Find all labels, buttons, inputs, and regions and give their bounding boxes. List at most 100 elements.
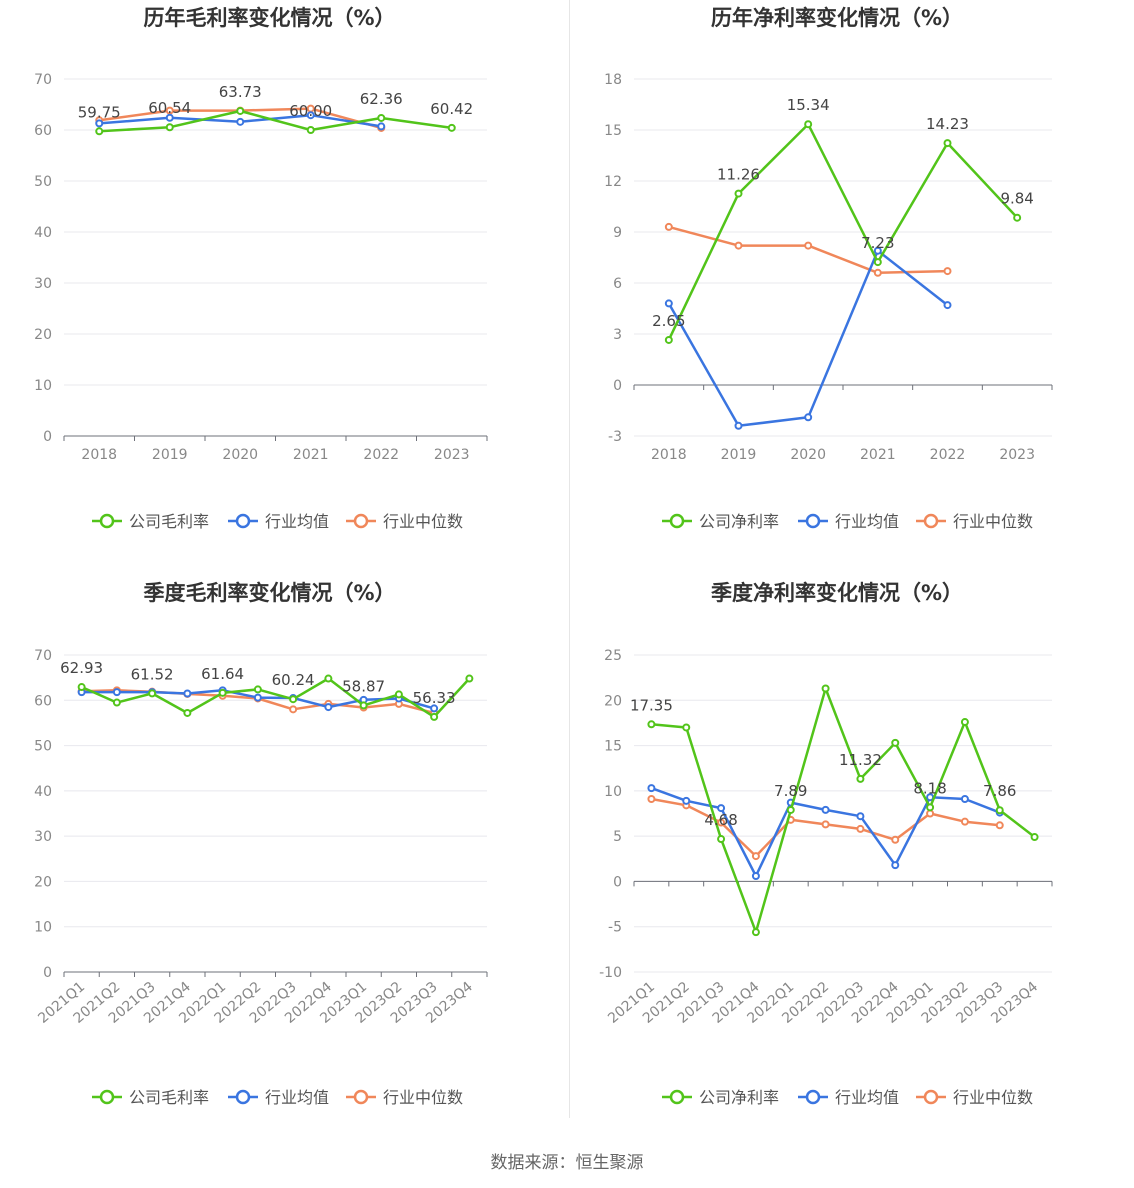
data-point (960, 718, 969, 727)
data-point (751, 852, 760, 861)
y-tick-label: 30 (34, 829, 52, 845)
data-label: 61.52 (131, 665, 174, 683)
legend-label: 行业中位数 (953, 512, 1033, 531)
data-point (183, 708, 192, 717)
y-tick-label: 0 (613, 378, 622, 394)
data-point (324, 703, 333, 712)
data-point (873, 246, 882, 255)
data-label: 7.89 (774, 782, 807, 800)
data-point (306, 126, 315, 134)
data-point (926, 803, 935, 812)
y-tick-label: 5 (613, 829, 622, 845)
data-label: 60.24 (272, 671, 315, 689)
legend-label: 行业中位数 (383, 512, 463, 531)
data-label: 7.23 (861, 234, 894, 252)
y-tick-label: 15 (604, 739, 622, 755)
data-point (717, 835, 726, 844)
data-label: 60.42 (430, 100, 473, 118)
data-point (324, 674, 333, 683)
chart-title: 历年毛利率变化情况（%） (143, 6, 395, 30)
data-point (786, 805, 795, 814)
data-point (804, 413, 813, 422)
data-point (430, 712, 439, 721)
y-tick-label: 50 (34, 739, 52, 755)
y-tick-label: 10 (604, 784, 622, 800)
data-point (856, 774, 865, 783)
x-tick-label: 2020 (222, 447, 258, 463)
data-point (165, 123, 174, 132)
x-tick-label: 2018 (81, 447, 117, 463)
legend-item: 公司净利率 (662, 512, 779, 531)
y-tick-label: -10 (599, 965, 622, 981)
legend-item: 行业均值 (798, 1088, 899, 1107)
data-point (377, 113, 386, 122)
x-tick-label: 2022 (363, 447, 399, 463)
data-label: 56.33 (413, 689, 456, 707)
data-point (112, 688, 121, 697)
data-point (891, 738, 900, 747)
legend-item: 公司毛利率 (92, 512, 209, 531)
data-label: 61.64 (201, 665, 244, 683)
data-point (734, 421, 743, 430)
y-tick-label: 9 (613, 225, 622, 241)
data-point (95, 119, 104, 128)
data-point (1013, 213, 1022, 222)
data-point (943, 301, 952, 310)
data-point (804, 241, 813, 250)
data-point (804, 120, 813, 129)
data-point (926, 809, 935, 818)
data-point (447, 123, 456, 132)
series-line (667, 122, 1019, 341)
legend-item: 行业均值 (228, 1088, 329, 1107)
legend-item: 行业均值 (798, 512, 899, 531)
data-point (873, 258, 882, 267)
x-tick-label: 2020 (790, 447, 826, 463)
data-point (664, 335, 673, 344)
legend-item: 行业中位数 (916, 512, 1033, 531)
legend-item: 行业中位数 (346, 1088, 463, 1107)
legend-label: 公司净利率 (699, 512, 779, 531)
y-tick-label: 10 (34, 920, 52, 936)
legend-label: 行业中位数 (953, 1088, 1033, 1107)
annual-gross-margin-chart: 历年毛利率变化情况（%） 0 10 20 30 40 50 60 70 2018 2019 2020 2… (34, 6, 488, 531)
data-point (734, 241, 743, 250)
data-point (856, 812, 865, 821)
series-line (651, 687, 1036, 934)
y-tick-label: 60 (34, 123, 52, 139)
y-tick-label: 15 (604, 123, 622, 139)
data-point (112, 698, 121, 707)
data-point (359, 701, 368, 710)
y-tick-label: 6 (613, 276, 622, 292)
legend-label: 行业均值 (265, 1088, 329, 1107)
data-point (647, 795, 656, 804)
legend-item: 公司毛利率 (92, 1088, 209, 1107)
data-point (821, 820, 830, 829)
legend-item: 行业均值 (228, 512, 329, 531)
chart-title: 季度净利率变化情况（%） (711, 581, 963, 605)
data-point (943, 267, 952, 276)
data-label: 60.54 (148, 99, 191, 117)
data-source-footer: 数据来源：恒生聚源 (490, 1153, 644, 1173)
x-tick-label: 2023 (434, 447, 470, 463)
data-point (77, 683, 86, 692)
data-point (165, 106, 174, 115)
y-tick-label: 70 (34, 72, 52, 88)
legend-marker (805, 1089, 821, 1105)
data-point (236, 117, 245, 126)
data-label: 7.86 (983, 782, 1016, 800)
y-tick-label: 0 (43, 965, 52, 981)
data-label: 58.87 (342, 677, 385, 695)
data-point (1030, 833, 1039, 842)
y-tick-label: 30 (34, 276, 52, 292)
legend-label: 行业均值 (265, 512, 329, 531)
legend-item: 公司净利率 (662, 1088, 779, 1107)
data-label: 63.73 (219, 83, 262, 101)
y-tick-label: 60 (34, 693, 52, 709)
data-point (394, 690, 403, 699)
data-label: 8.18 (913, 779, 946, 797)
data-label: 15.34 (787, 96, 830, 114)
data-label: 11.32 (839, 751, 882, 769)
y-tick-label: 3 (613, 327, 622, 343)
data-point (430, 704, 439, 713)
data-point (465, 674, 474, 683)
